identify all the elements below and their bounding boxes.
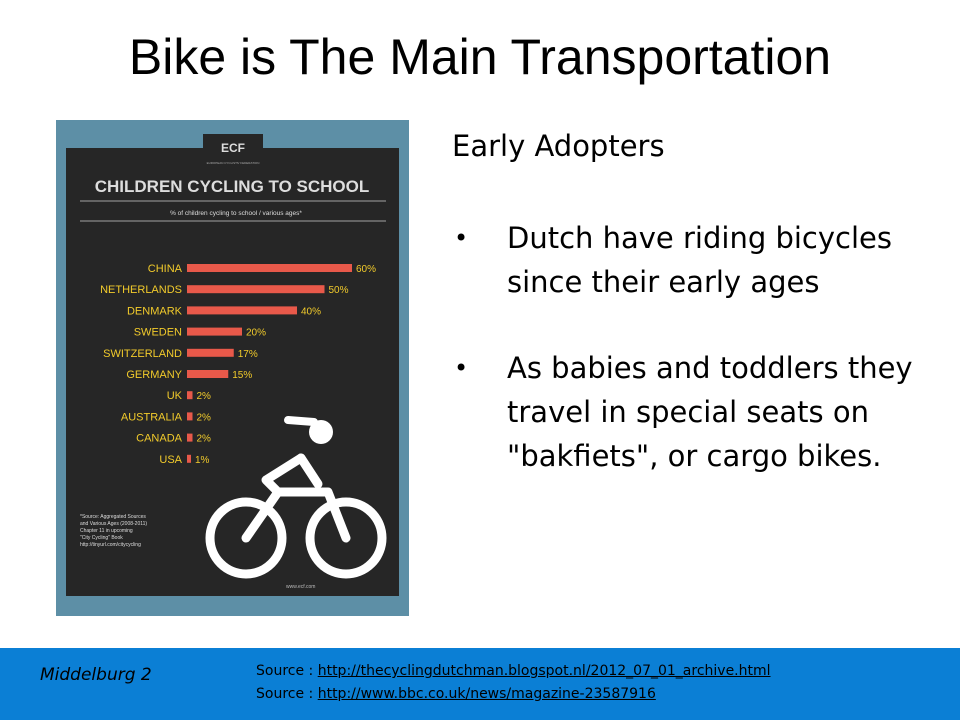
- rider-body: [261, 453, 306, 497]
- footer-city: Middelburg 2: [40, 665, 152, 685]
- source-link[interactable]: http://www.bbc.co.uk/news/magazine-23587…: [317, 686, 656, 702]
- ecf-logo-text: ECF: [221, 141, 245, 155]
- bar-value-label: 15%: [232, 370, 252, 381]
- footnote-line: Chapter 11 in upcoming: [80, 528, 133, 534]
- bullet-item: • As babies and toddlers they travel in …: [452, 346, 932, 478]
- footnote-line: and Various Ages (2008-2011): [80, 521, 147, 527]
- front-wheel: [305, 497, 387, 579]
- bar-value-label: 20%: [246, 328, 266, 339]
- bar-category-label: AUSTRALIA: [121, 411, 183, 423]
- rider-arm: [296, 453, 323, 489]
- source-prefix: Source :: [256, 663, 318, 679]
- source-link[interactable]: http://thecyclingdutchman.blogspot.nl/20…: [317, 663, 771, 679]
- bar-value-label: 50%: [329, 285, 349, 296]
- ecf-logo-box: [203, 134, 263, 160]
- bar: [187, 264, 352, 272]
- bar: [187, 306, 297, 315]
- rider-ponytail: [284, 416, 318, 426]
- poster-subheading: % of children cycling to school / variou…: [170, 210, 302, 217]
- bar: [187, 327, 242, 336]
- source-line: Source : http://www.bbc.co.uk/news/magaz…: [256, 686, 656, 702]
- cyclist-illustration: [205, 416, 387, 579]
- bar-value-label: 2%: [197, 434, 212, 445]
- bar: [187, 454, 191, 463]
- bar-category-label: CANADA: [136, 433, 183, 445]
- slide-title: Bike is The Main Transportation: [128, 29, 832, 85]
- poster-footnote: *Source: Aggregated Sources and Various …: [80, 514, 147, 548]
- cycling-infographic: ECF EUROPEAN CYCLISTS' FEDERATION CHILDR…: [56, 120, 409, 616]
- bike-frame: [241, 487, 351, 543]
- ecf-logo-subtext: EUROPEAN CYCLISTS' FEDERATION: [207, 161, 260, 165]
- bar-category-label: UK: [167, 390, 183, 402]
- bullet-text: As babies and toddlers they travel in sp…: [507, 351, 913, 473]
- bar-value-label: 2%: [197, 412, 212, 423]
- bar-group: CHINA 60% NETHERLANDS 50% DENMARK 40% SWEDEN 20…: [100, 263, 376, 466]
- footnote-line: *Source: Aggregated Sources: [80, 514, 146, 520]
- bar: [187, 433, 193, 442]
- bar-category-label: NETHERLANDS: [100, 284, 182, 296]
- bar-value-label: 40%: [301, 306, 321, 317]
- bar-category-label: SWITZERLAND: [103, 348, 182, 360]
- footnote-line: http://tinyurl.com/citycycling: [80, 542, 141, 548]
- bar: [187, 391, 193, 400]
- bar: [187, 370, 229, 378]
- footer-bar: Middelburg 2 Source : http://thecyclingd…: [0, 648, 960, 720]
- bar: [187, 348, 234, 357]
- source-line: Source : http://thecyclingdutchman.blogs…: [256, 663, 771, 679]
- bar-category-label: USA: [159, 454, 182, 466]
- content-column: Early Adopters • Dutch have riding bicyc…: [452, 128, 932, 520]
- bullet-text: Dutch have riding bicycles since their e…: [507, 221, 892, 299]
- bullet-item: • Dutch have riding bicycles since their…: [452, 216, 932, 304]
- bar: [187, 412, 193, 421]
- bar-category-label: SWEDEN: [134, 327, 182, 339]
- bar-value-label: 60%: [356, 264, 376, 275]
- source-prefix: Source :: [256, 686, 318, 702]
- footnote-line: "City Cycling" Book: [80, 535, 123, 541]
- bar-category-label: DENMARK: [127, 305, 183, 317]
- bar: [187, 285, 325, 294]
- rider-head: [309, 420, 333, 444]
- poster-heading: CHILDREN CYCLING TO SCHOOL: [95, 177, 370, 196]
- rear-wheel: [205, 497, 287, 579]
- bar-value-label: 2%: [197, 391, 212, 402]
- infographic-poster: ECF EUROPEAN CYCLISTS' FEDERATION CHILDR…: [56, 120, 409, 616]
- content-subheading: Early Adopters: [452, 129, 665, 163]
- bar-value-label: 17%: [238, 349, 258, 360]
- bar-category-label: CHINA: [148, 263, 183, 275]
- bullet-icon: •: [454, 224, 469, 252]
- bullet-list: • Dutch have riding bicycles since their…: [452, 216, 932, 478]
- bar-category-label: GERMANY: [126, 369, 182, 381]
- poster-footer-url: www.ecf.com: [286, 584, 315, 590]
- bullet-icon: •: [454, 354, 469, 382]
- bar-value-label: 1%: [195, 455, 210, 466]
